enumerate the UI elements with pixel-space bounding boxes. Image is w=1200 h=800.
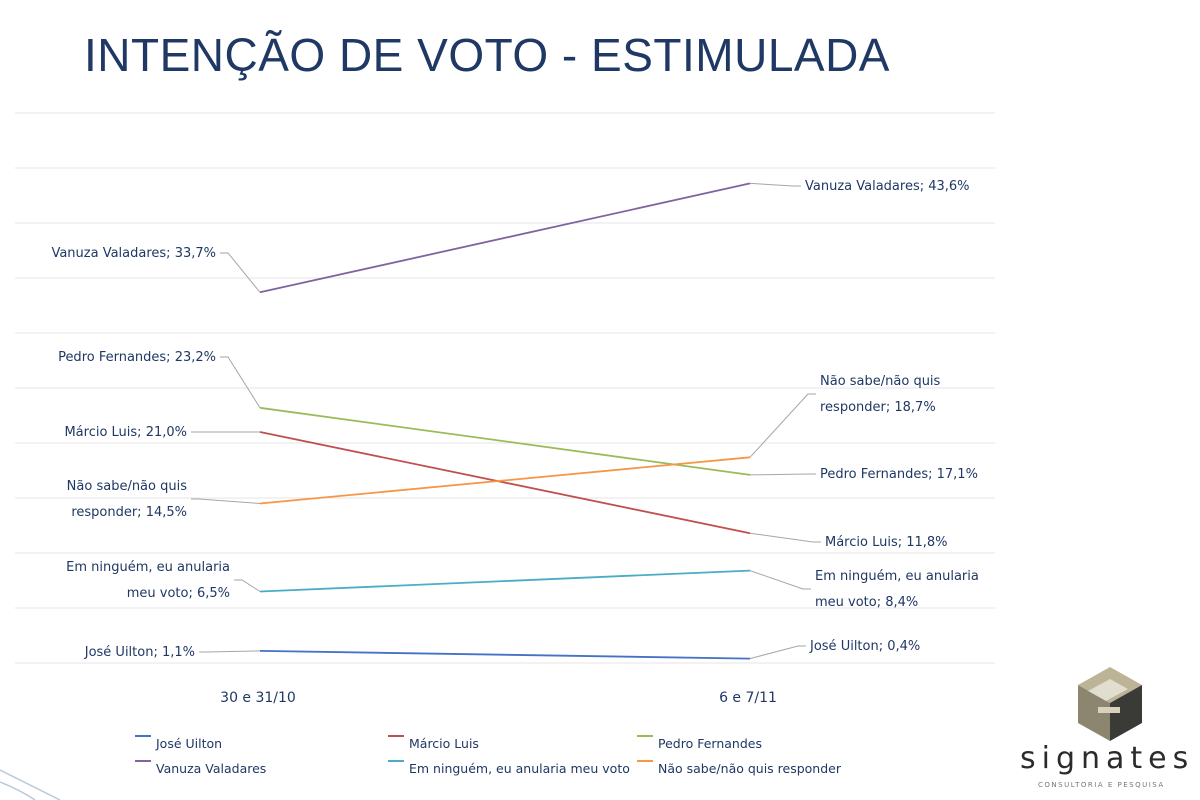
data-label: Vanuza Valadares; 43,6% xyxy=(805,179,970,194)
leader-line xyxy=(749,473,816,476)
leader-line xyxy=(191,498,261,504)
data-label: José Uilton; 0,4% xyxy=(809,639,920,654)
legend-item: Pedro Fernandes xyxy=(658,736,762,751)
data-label-line: José Uilton; 1,1% xyxy=(84,645,195,660)
leader-line xyxy=(749,645,806,660)
data-label: Márcio Luis; 21,0% xyxy=(64,425,187,440)
legend-item: José Uilton xyxy=(155,736,222,751)
data-label-line: responder; 18,7% xyxy=(820,400,936,415)
data-label: Vanuza Valadares; 33,7% xyxy=(51,246,216,261)
data-label-line: Não sabe/não quis xyxy=(820,374,941,389)
label-leader-lines xyxy=(191,182,821,660)
series-line-0 xyxy=(259,650,751,660)
data-label-line: responder; 14,5% xyxy=(71,505,187,520)
chart-series-lines xyxy=(259,182,751,660)
x-tick-label: 6 e 7/11 xyxy=(719,690,777,706)
data-labels: José Uilton; 1,1% José Uilton; 0,4% Márcio… xyxy=(51,179,978,660)
chart-gridlines xyxy=(15,112,995,664)
data-label-line: Márcio Luis; 21,0% xyxy=(64,425,187,440)
legend-item: Vanuza Valadares xyxy=(156,761,266,776)
data-label-line: Pedro Fernandes; 17,1% xyxy=(820,467,978,482)
logo-wordmark: signates xyxy=(1020,741,1195,776)
series-line-1 xyxy=(259,431,751,535)
data-label-line: Vanuza Valadares; 43,6% xyxy=(805,179,970,194)
legend-item: Não sabe/não quis responder xyxy=(658,761,842,776)
series-line-2 xyxy=(259,406,751,476)
legend-item: Márcio Luis xyxy=(409,736,479,751)
data-label-line: meu voto; 8,4% xyxy=(815,595,918,610)
data-label-line: José Uilton; 0,4% xyxy=(809,639,920,654)
swoosh-line xyxy=(0,769,61,800)
leader-line xyxy=(749,532,821,543)
data-label-line: Márcio Luis; 11,8% xyxy=(825,535,948,550)
leader-line xyxy=(234,579,261,592)
page-title: INTENÇÃO DE VOTO - ESTIMULADA xyxy=(84,29,890,81)
data-label: José Uilton; 1,1% xyxy=(84,645,195,660)
data-label: Pedro Fernandes; 17,1% xyxy=(820,467,978,482)
data-label: Não sabe/não quis responder; 14,5% xyxy=(67,479,188,520)
signates-logo: signates CONSULTORIA E PESQUISA xyxy=(1000,645,1200,800)
x-axis-ticks: 30 e 31/10 6 e 7/11 xyxy=(220,690,777,706)
data-label: Márcio Luis; 11,8% xyxy=(825,535,948,550)
data-label-line: Pedro Fernandes; 23,2% xyxy=(58,350,216,365)
legend-item: Em ninguém, eu anularia meu voto xyxy=(409,761,630,776)
data-label-line: meu voto; 6,5% xyxy=(127,586,230,601)
series-line-4 xyxy=(259,569,751,593)
leader-line xyxy=(220,252,261,293)
data-label: Pedro Fernandes; 23,2% xyxy=(58,350,216,365)
leader-line xyxy=(749,393,816,458)
data-label: Não sabe/não quis responder; 18,7% xyxy=(820,374,941,415)
leader-line xyxy=(749,182,801,187)
slide-decoration xyxy=(0,769,61,800)
swoosh-line xyxy=(0,781,36,800)
data-label-line: Em ninguém, eu anularia xyxy=(66,560,230,575)
data-label-line: Não sabe/não quis xyxy=(67,479,188,494)
x-tick-label: 30 e 31/10 xyxy=(220,690,296,706)
data-label: Em ninguém, eu anularia meu voto; 6,5% xyxy=(66,560,230,601)
series-line-3 xyxy=(259,182,751,294)
data-label: Em ninguém, eu anularia meu voto; 8,4% xyxy=(815,569,979,610)
leader-line xyxy=(199,650,261,653)
leader-line xyxy=(220,356,261,409)
series-line-5 xyxy=(259,456,751,505)
data-label-line: Em ninguém, eu anularia xyxy=(815,569,979,584)
logo-mark-icon xyxy=(1078,667,1142,741)
chart-legend: José Uilton Márcio Luis Pedro Fernandes Van… xyxy=(135,735,842,776)
leader-line xyxy=(749,570,811,590)
data-label-line: Vanuza Valadares; 33,7% xyxy=(51,246,216,261)
logo-tagline: CONSULTORIA E PESQUISA xyxy=(1038,781,1165,789)
